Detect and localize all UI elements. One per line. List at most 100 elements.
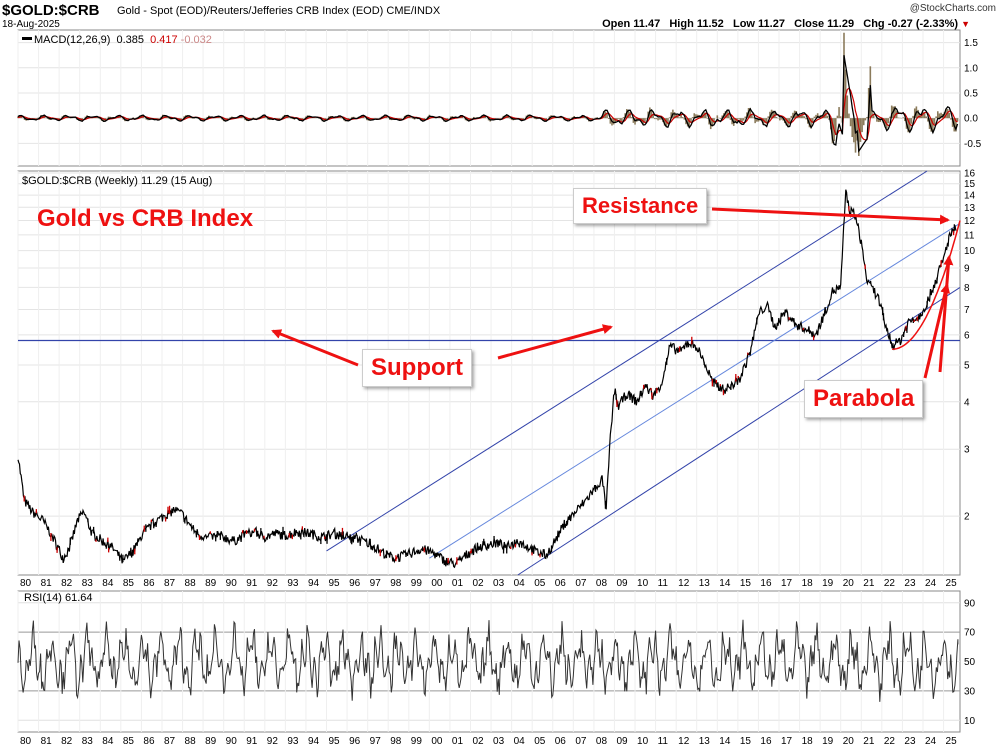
rsi-x-tick-label: 01 xyxy=(452,736,464,747)
price-x-tick-label: 01 xyxy=(452,578,464,589)
price-x-tick-label: 05 xyxy=(534,578,546,589)
parabola-annotation: Parabola xyxy=(804,380,924,418)
rsi-x-tick-label: 18 xyxy=(802,736,814,747)
price-x-tick-label: 21 xyxy=(863,578,875,589)
rsi-x-tick-label: 21 xyxy=(863,736,875,747)
price-x-tick-label: 82 xyxy=(61,578,73,589)
channel-line xyxy=(517,286,961,576)
rsi-x-tick-label: 93 xyxy=(287,736,299,747)
price-x-tick-label: 96 xyxy=(349,578,361,589)
price-x-tick-label: 08 xyxy=(596,578,608,589)
price-y-tick-label: 9 xyxy=(964,263,970,274)
price-x-tick-label: 95 xyxy=(329,578,341,589)
annotation-arrow xyxy=(497,324,613,360)
price-y-tick-label: 12 xyxy=(964,216,976,227)
price-x-tick-label: 86 xyxy=(143,578,155,589)
trend-channel xyxy=(326,170,961,576)
low-label: Low xyxy=(732,18,755,30)
support-annotation: Support xyxy=(362,349,472,387)
price-x-tick-label: 91 xyxy=(246,578,258,589)
rsi-x-tick-label: 99 xyxy=(411,736,423,747)
price-y-tick-label: 2 xyxy=(964,512,970,523)
annotation-arrow xyxy=(271,329,359,367)
macd-y-axis: -0.5 0.0 0.5 1.0 1.5 xyxy=(964,38,982,150)
price-x-tick-label: 06 xyxy=(555,578,567,589)
rsi-x-tick-label: 05 xyxy=(534,736,546,747)
price-x-tick-label: 02 xyxy=(472,578,484,589)
rsi-y-tick-label: 50 xyxy=(964,657,976,668)
rsi-x-tick-label: 88 xyxy=(185,736,197,747)
price-x-tick-label: 22 xyxy=(884,578,896,589)
annotation-arrow xyxy=(711,207,950,225)
macd-line xyxy=(17,55,959,153)
high-value: 11.52 xyxy=(696,18,724,30)
rsi-y-axis: 10 30 50 70 90 xyxy=(964,598,976,727)
price-x-tick-label: 19 xyxy=(822,578,834,589)
rsi-x-tick-label: 15 xyxy=(740,736,752,747)
rsi-x-tick-label: 08 xyxy=(596,736,608,747)
price-y-tick-label: 13 xyxy=(964,203,976,214)
price-x-axis: 80 81 82 83 84 85 86 87 88 89 90 91 92 93 94 95 96 97 98 99… xyxy=(20,578,957,589)
price-x-tick-label: 80 xyxy=(20,578,32,589)
rsi-x-tick-label: 09 xyxy=(616,736,628,747)
close-value: 11.29 xyxy=(827,18,855,30)
rsi-x-tick-label: 94 xyxy=(308,736,320,747)
low-value: 11.27 xyxy=(758,18,785,30)
svg-text:MACD(12,26,9) 0.385: MACD(12,26,9) 0.385 0.417 -0.032 xyxy=(34,34,212,46)
macd-signal-line xyxy=(17,87,958,141)
rsi-x-tick-label: 91 xyxy=(246,736,258,747)
price-y-tick-label: 14 xyxy=(964,191,976,202)
price-x-tick-label: 87 xyxy=(164,578,176,589)
price-x-tick-label: 09 xyxy=(616,578,628,589)
rsi-x-tick-label: 19 xyxy=(822,736,834,747)
rsi-x-tick-label: 81 xyxy=(41,736,53,747)
price-x-tick-label: 98 xyxy=(390,578,402,589)
price-y-tick-label: 6 xyxy=(964,330,970,341)
price-gridlines xyxy=(17,171,960,575)
price-x-tick-label: 12 xyxy=(678,578,690,589)
channel-line xyxy=(429,222,961,559)
macd-legend-hist: -0.032 xyxy=(181,34,212,46)
price-x-tick-label: 99 xyxy=(411,578,423,589)
rsi-x-tick-label: 83 xyxy=(82,736,94,747)
macd-panel-frame xyxy=(17,29,961,167)
channel-line xyxy=(326,170,928,552)
price-x-tick-label: 11 xyxy=(658,578,669,589)
rsi-x-tick-label: 23 xyxy=(904,736,916,747)
rsi-x-tick-label: 97 xyxy=(370,736,382,747)
macd-gridlines xyxy=(17,30,960,166)
down-triangle-icon: ▼ xyxy=(961,19,970,29)
rsi-x-tick-label: 13 xyxy=(699,736,711,747)
annotation-arrows xyxy=(271,207,954,379)
price-x-tick-label: 24 xyxy=(925,578,937,589)
price-x-tick-label: 23 xyxy=(904,578,916,589)
price-x-tick-label: 90 xyxy=(226,578,238,589)
macd-series xyxy=(17,32,959,156)
price-y-tick-label: 11 xyxy=(964,230,975,241)
rsi-x-tick-label: 98 xyxy=(390,736,402,747)
rsi-y-tick-label: 10 xyxy=(964,716,976,727)
rsi-legend: RSI(14) 61.64 xyxy=(24,592,92,604)
rsi-x-tick-label: 03 xyxy=(493,736,505,747)
price-x-tick-label: 17 xyxy=(781,578,793,589)
rsi-x-tick-label: 84 xyxy=(102,736,114,747)
price-x-tick-label: 16 xyxy=(760,578,772,589)
rsi-x-tick-label: 17 xyxy=(781,736,793,747)
macd-y-tick-label: 0.0 xyxy=(964,114,978,125)
rsi-x-tick-label: 96 xyxy=(349,736,361,747)
chg-value: -0.27 (-2.33%) xyxy=(887,18,959,30)
price-x-tick-label: 94 xyxy=(308,578,320,589)
rsi-x-tick-label: 12 xyxy=(678,736,690,747)
price-x-tick-label: 25 xyxy=(946,578,958,589)
price-x-tick-label: 88 xyxy=(185,578,197,589)
rsi-x-tick-label: 25 xyxy=(946,736,958,747)
rsi-x-tick-label: 11 xyxy=(658,736,669,747)
close-label: Close xyxy=(794,18,825,30)
symbol-description: Gold - Spot (EOD)/Reuters/Jefferies CRB … xyxy=(117,5,441,17)
price-x-tick-label: 83 xyxy=(82,578,94,589)
price-x-tick-label: 13 xyxy=(699,578,711,589)
macd-legend: MACD(12,26,9) 0.385 0.417 -0.032 xyxy=(22,34,212,46)
brand-label[interactable]: @StockCharts.com xyxy=(909,3,996,14)
rsi-x-tick-label: 86 xyxy=(143,736,155,747)
